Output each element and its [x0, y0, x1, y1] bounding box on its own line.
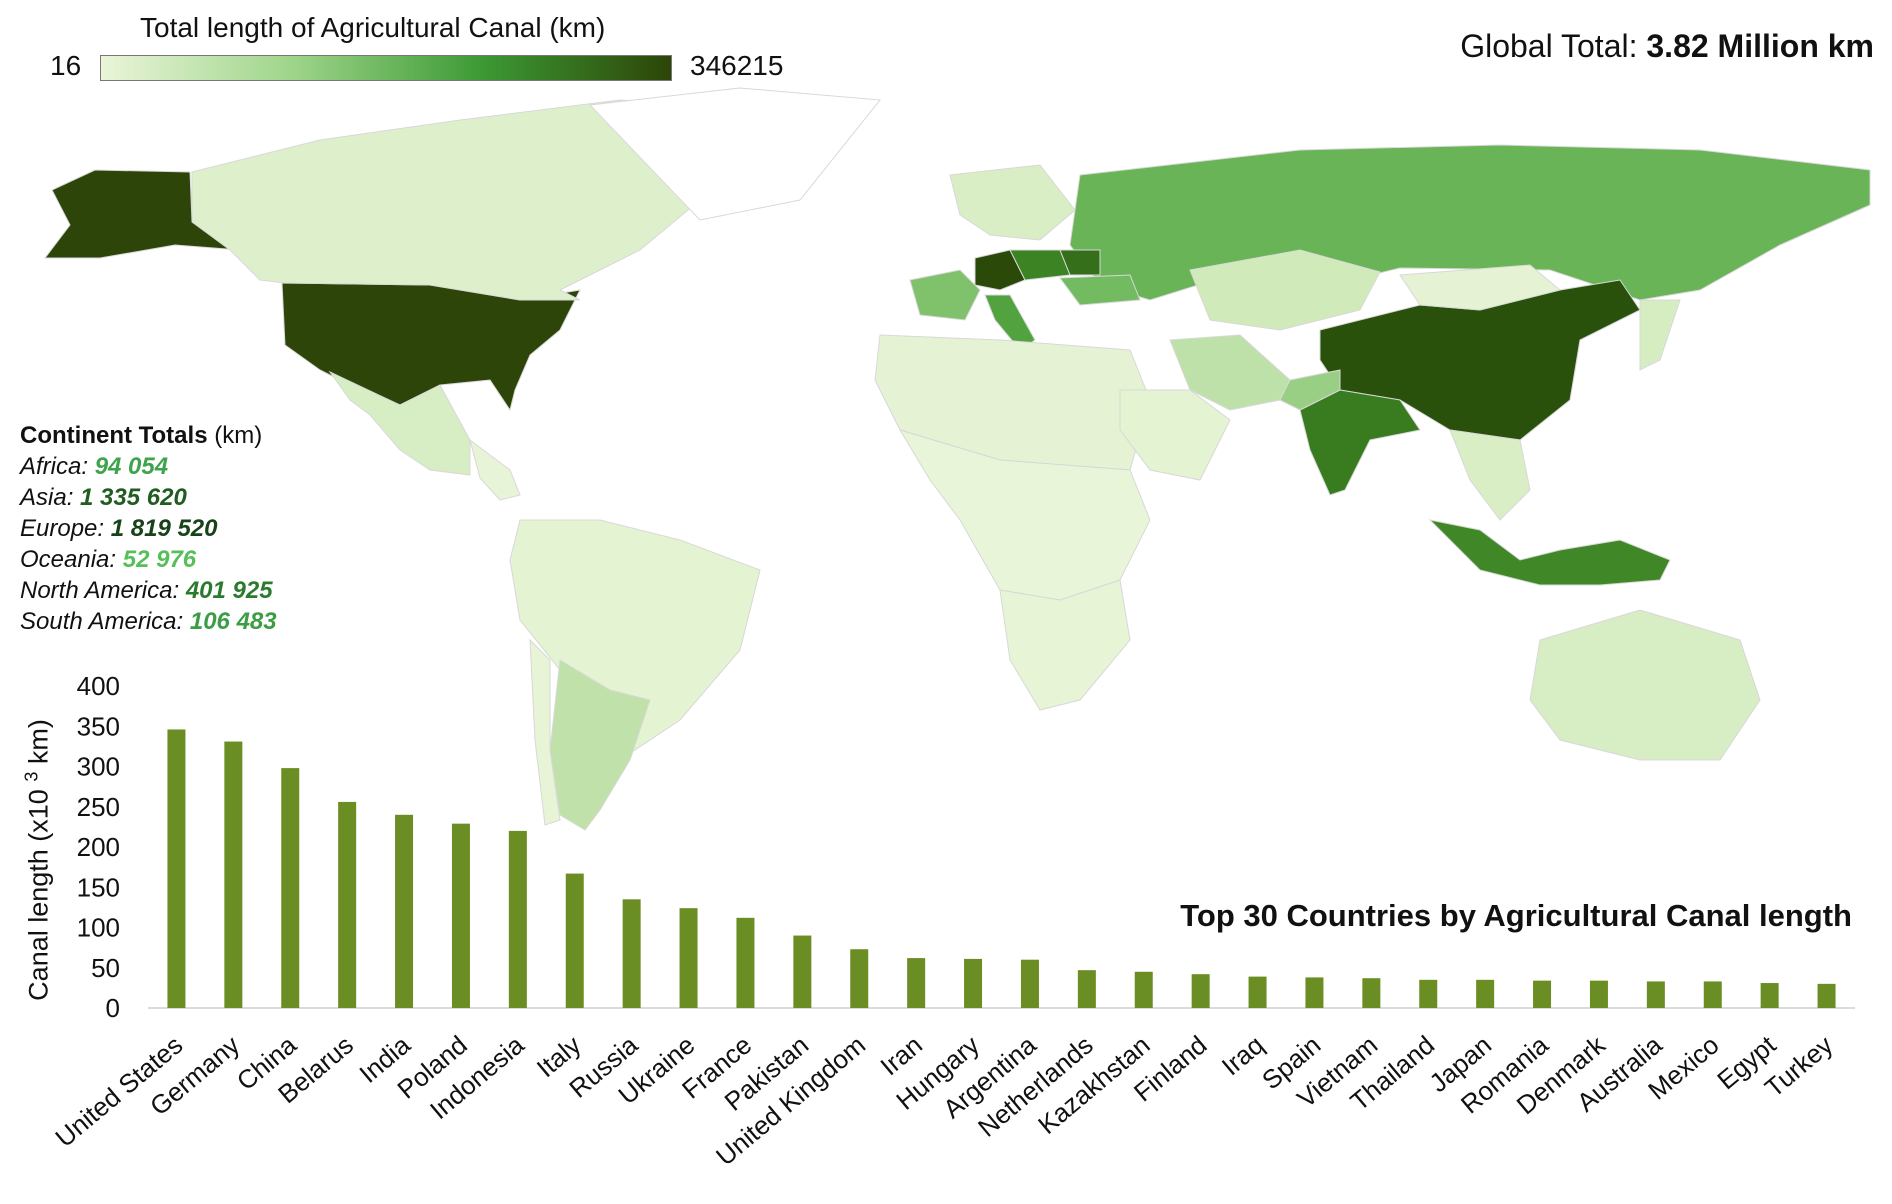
country-chile — [529, 638, 561, 826]
country-ukraine — [1059, 274, 1141, 306]
bar-mexico — [1703, 981, 1722, 1008]
bar-kazakhstan — [1134, 971, 1153, 1008]
bar-belarus — [338, 801, 357, 1008]
bar-india — [395, 814, 414, 1008]
continent-row-europe: Europe: 1 819 520 — [20, 513, 277, 544]
country-scandinavia — [949, 164, 1076, 241]
country-alaska — [43, 169, 241, 259]
y-axis-label: Canal length (x10 3 km) — [21, 719, 54, 1001]
bar-turkey — [1817, 983, 1836, 1008]
legend-title: Total length of Agricultural Canal (km) — [140, 12, 606, 43]
bar-argentina — [1020, 959, 1039, 1008]
continent-value: 106 483 — [189, 608, 277, 635]
country-japan — [1639, 299, 1681, 371]
y-tick-label: 50 — [91, 953, 120, 983]
country-arabia — [1119, 389, 1231, 481]
bar-italy — [565, 873, 584, 1008]
bar-vietnam — [1362, 978, 1381, 1008]
country-germany — [974, 249, 1026, 291]
y-tick-label: 250 — [77, 792, 120, 822]
continent-totals: Continent Totals (km) Africa: 94 054 Asia… — [20, 420, 277, 637]
bar-pakistan — [793, 935, 812, 1008]
bar-hungary — [964, 958, 983, 1008]
continent-row-north-america: North America: 401 925 — [20, 575, 277, 606]
bar-romania — [1533, 980, 1552, 1008]
bar-netherlands — [1077, 970, 1096, 1008]
country-mongolia — [1399, 264, 1562, 311]
continent-name: Africa: — [20, 453, 95, 480]
continent-row-south-america: South America: 106 483 — [20, 606, 277, 637]
legend-min-label: 16 — [50, 50, 82, 81]
bar-germany — [224, 741, 243, 1008]
country-greenland — [588, 87, 881, 221]
country-india — [1299, 389, 1421, 496]
continent-totals-heading: Continent Totals (km) — [20, 422, 263, 449]
legend-max-label: 346215 — [690, 50, 784, 81]
country-france — [909, 269, 981, 321]
bar-iraq — [1248, 976, 1267, 1008]
bar-australia — [1646, 981, 1665, 1008]
country-brazil — [509, 519, 761, 761]
global-total: Global Total: 3.82 Million km — [1460, 28, 1874, 65]
continent-row-africa: Africa: 94 054 — [20, 451, 277, 482]
y-tick-label: 150 — [77, 872, 120, 902]
y-tick-label: 0 — [106, 993, 120, 1023]
country-pakistan — [1279, 369, 1341, 411]
y-tick-label: 400 — [77, 671, 120, 701]
bar-united-states — [167, 729, 186, 1008]
country-mexico — [328, 370, 471, 476]
bar-japan — [1476, 979, 1495, 1008]
continent-name: North America: — [20, 577, 186, 604]
country-belarus — [1059, 249, 1101, 276]
y-tick-label: 200 — [77, 832, 120, 862]
bar-spain — [1305, 977, 1324, 1008]
global-total-value: 3.82 Million km — [1646, 28, 1874, 64]
bar-thailand — [1419, 979, 1438, 1008]
bar-poland — [451, 823, 470, 1008]
country-canada — [191, 99, 761, 301]
legend-color-ramp — [100, 55, 672, 81]
global-total-label: Global Total: — [1460, 28, 1647, 64]
bar-egypt — [1760, 983, 1779, 1008]
continent-value: 1 335 620 — [80, 484, 187, 511]
bar-finland — [1191, 974, 1210, 1008]
continent-name: South America: — [20, 608, 190, 635]
continent-value: 52 976 — [122, 546, 197, 573]
continent-name: Oceania: — [20, 546, 123, 573]
bar-russia — [622, 899, 641, 1008]
continent-value: 94 054 — [94, 453, 169, 480]
continent-name: Europe: — [20, 515, 111, 542]
country-australia — [1529, 609, 1761, 761]
country-kazakhstan — [1189, 249, 1381, 331]
bar-china — [281, 768, 300, 1008]
continent-row-asia: Asia: 1 335 620 — [20, 482, 277, 513]
chart-title: Top 30 Countries by Agricultural Canal l… — [1180, 898, 1852, 933]
country-southeast-asia — [1449, 429, 1531, 521]
bar-denmark — [1589, 980, 1608, 1008]
bar-united-kingdom — [850, 949, 869, 1008]
y-tick-label: 100 — [77, 913, 120, 943]
continent-value: 1 819 520 — [110, 515, 218, 542]
bar-iran — [907, 958, 926, 1008]
bar-ukraine — [679, 908, 698, 1008]
country-southern-africa — [999, 579, 1131, 711]
y-tick-label: 350 — [77, 711, 120, 741]
continent-value: 401 925 — [185, 577, 273, 604]
country-central-america — [469, 438, 521, 501]
continent-name: Asia: — [20, 484, 81, 511]
bar-france — [736, 917, 755, 1008]
y-tick-label: 300 — [77, 752, 120, 782]
continent-row-oceania: Oceania: 52 976 — [20, 544, 277, 575]
country-indonesia — [1428, 519, 1671, 586]
bar-indonesia — [508, 830, 527, 1008]
